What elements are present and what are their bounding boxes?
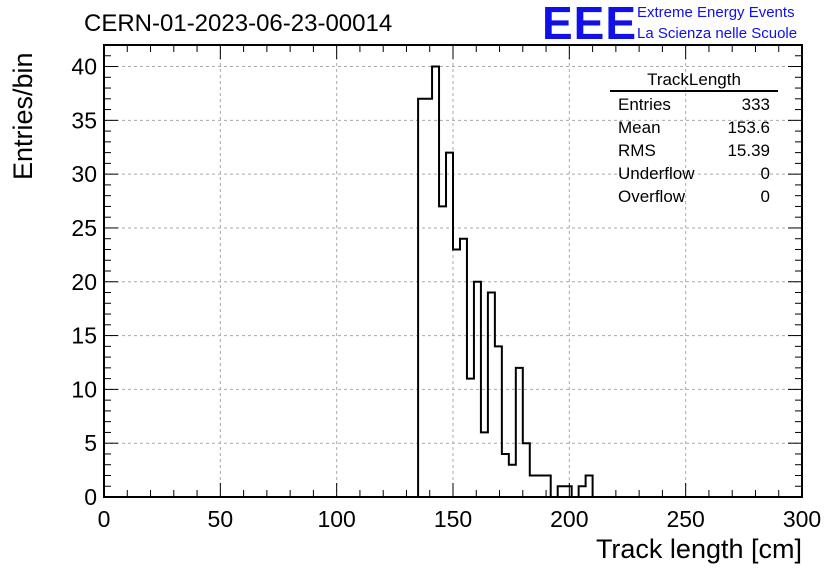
histogram-bin xyxy=(502,454,509,497)
stats-value: 153.6 xyxy=(727,118,770,137)
histogram-bin xyxy=(460,239,467,497)
histogram-bin xyxy=(530,475,537,497)
stats-value: 0 xyxy=(760,164,770,183)
stats-divider xyxy=(610,90,778,92)
eee-logo: EEE xyxy=(542,0,638,49)
x-axis-label: Track length [cm] xyxy=(595,534,802,564)
histogram-series xyxy=(417,65,607,498)
y-tick-label: 15 xyxy=(71,323,97,349)
tick-labels: 0 50 100 150 200 250 300 0 5 10 15 20 25 30 35 40 xyxy=(71,54,821,532)
stats-value: 15.39 xyxy=(727,141,770,160)
eee-tagline-1: Extreme Energy Events xyxy=(637,4,795,21)
histogram-bin xyxy=(495,346,502,497)
eee-tagline-2: La Scienza nelle Scuole xyxy=(637,25,798,42)
y-tick-label: 5 xyxy=(84,430,97,456)
histogram-bin xyxy=(488,293,495,497)
stats-row-underflow: Underflow 0 xyxy=(610,163,778,186)
histogram-bin xyxy=(579,486,586,497)
stats-label: Underflow xyxy=(618,164,695,183)
stats-value: 0 xyxy=(760,187,770,206)
stats-label: Overflow xyxy=(618,187,686,206)
y-tick-label: 0 xyxy=(84,484,97,510)
x-tick-label: 300 xyxy=(783,506,821,532)
x-tick-label: 100 xyxy=(317,506,355,532)
histogram-bin xyxy=(418,99,425,497)
histogram-outline xyxy=(417,65,607,498)
chart-title: CERN-01-2023-06-23-00014 xyxy=(84,10,393,37)
stats-label: RMS xyxy=(618,141,656,160)
histogram-bin xyxy=(439,206,446,497)
stats-value: 333 xyxy=(741,95,770,114)
histogram-bin xyxy=(544,475,551,497)
x-tick-label: 250 xyxy=(666,506,704,532)
histogram-bin xyxy=(565,486,572,497)
histogram-bin xyxy=(453,249,460,497)
stats-row-mean: Mean 153.6 xyxy=(610,117,778,140)
histogram-bin xyxy=(425,99,432,497)
x-tick-label: 50 xyxy=(208,506,234,532)
histogram-bin xyxy=(586,475,593,497)
histogram-bin xyxy=(558,486,565,497)
histogram-bin xyxy=(446,153,453,497)
stats-label: Entries xyxy=(618,95,671,114)
y-tick-label: 20 xyxy=(71,269,97,295)
x-tick-label: 150 xyxy=(434,506,472,532)
x-tick-label: 200 xyxy=(550,506,588,532)
histogram-bin xyxy=(481,432,488,497)
stats-row-overflow: Overflow 0 xyxy=(610,186,778,209)
stats-title: TrackLength xyxy=(647,70,741,89)
y-axis-label: Entries/bin xyxy=(8,52,38,180)
histogram-bin xyxy=(537,475,544,497)
y-tick-label: 25 xyxy=(71,215,97,241)
stats-box: TrackLength Entries 333 Mean 153.6 RMS 1… xyxy=(610,70,778,209)
histogram-bin xyxy=(523,443,530,497)
stats-label: Mean xyxy=(618,118,661,137)
x-tick-label: 0 xyxy=(98,506,111,532)
histogram-bin xyxy=(516,368,523,497)
y-tick-label: 35 xyxy=(71,107,97,133)
stats-row-entries: Entries 333 xyxy=(610,94,778,117)
axis-ticks xyxy=(103,44,803,498)
histogram-bin xyxy=(509,465,516,497)
y-tick-label: 10 xyxy=(71,376,97,402)
stats-row-rms: RMS 15.39 xyxy=(610,140,778,163)
histogram-bin xyxy=(467,379,474,497)
y-tick-label: 30 xyxy=(71,161,97,187)
y-tick-label: 40 xyxy=(71,54,97,80)
